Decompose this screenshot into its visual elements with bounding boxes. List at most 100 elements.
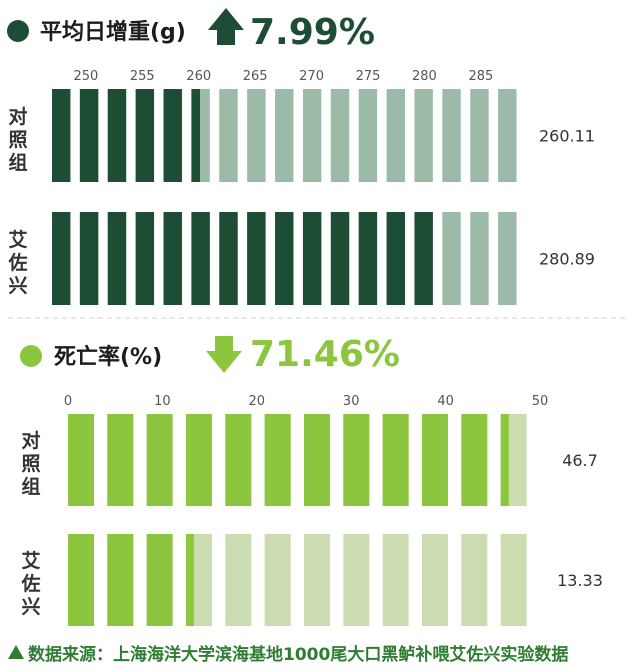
bar-segment-fill [79,89,99,182]
bar-segment-fill [358,212,378,305]
bar-segment-fill [302,212,322,305]
bar-segment-background [304,534,330,626]
bar-segment-fill [461,414,488,506]
mortality-down-arrow-icon [206,336,242,373]
tick-label: 265 [243,69,268,84]
bar-segment-fill [382,414,409,506]
category-label: 艾佐兴 [20,550,40,618]
bar-segment-background [219,89,238,182]
bar-segment-fill [422,414,448,506]
mortality-bullet-icon [20,345,42,367]
tick-label: 50 [532,394,549,409]
bar-segment-fill [68,534,94,626]
tick-label: 0 [64,394,72,409]
mortality-axis-ticks: 0 10 20 30 40 50 [64,394,548,409]
bar-row: 艾佐兴 280.89 [7,212,595,305]
bar-segment-background [302,89,322,182]
bar-segment-fill [304,414,330,506]
value-label: 13.33 [557,571,603,590]
weight-gain-bullet-icon [7,20,29,42]
bar-segment-fill [52,89,71,182]
bar-segment-background [330,89,350,182]
bar-segment-fill [68,414,94,506]
value-label: 260.11 [539,127,595,146]
weight-gain-title: 平均日增重(g) [40,19,186,45]
bar-segment-fill [163,89,182,182]
weight-gain-change-label: 7.99% [250,12,375,53]
warning-triangle-icon [8,645,24,659]
bar-segment-fill [135,212,155,305]
tick-label: 30 [343,394,360,409]
bar-segment-fill [500,414,509,506]
bar-segment-fill [146,534,173,626]
source-footer: 数据来源：上海海洋大学滨海基地1000尾大口黑鲈补喂艾佐兴实验数据 [8,644,568,665]
bar-segment-background [247,89,266,182]
bar-segment-fill [52,212,71,305]
bar-segment-fill [247,212,266,305]
bar-segment-background [422,534,448,626]
mortality-title: 死亡率(%) [54,344,162,370]
bar-segment-background [498,212,517,305]
category-label: 艾佐兴 [7,229,27,297]
bar-segment-fill [330,212,350,305]
bar-segment-fill [107,534,134,626]
bar-segment-fill [79,212,99,305]
mortality-bars: 对照组 46.7 艾佐兴 13.33 [20,414,603,626]
bar-segment-fill [275,212,294,305]
bar-row: 对照组 46.7 [21,414,598,506]
bar-segment-fill [107,212,127,305]
tick-label: 275 [356,69,381,84]
bar-segment-background [225,534,252,626]
bar-segment-fill [219,212,238,305]
bar-segment-fill [163,212,182,305]
tick-label: 270 [299,69,324,84]
bar-segment-fill [146,414,173,506]
bar-row: 对照组 260.11 [8,89,595,182]
bar-segment-background [442,89,461,182]
bar-row: 艾佐兴 13.33 [20,534,603,626]
weight-gain-bars: 对照组 260.11 艾佐兴 280.89 [7,89,595,305]
bar-segment-fill [343,414,370,506]
bar-segment-background [343,534,370,626]
tick-label: 280 [412,69,437,84]
bar-segment-fill [135,89,155,182]
bar-segment-background [275,89,294,182]
weight-gain-axis-ticks: 250 255 260 265 270 275 280 285 [73,69,493,84]
bar-segment-fill [191,212,210,305]
value-label: 46.7 [562,451,598,470]
tick-label: 250 [73,69,98,84]
source-text: 数据来源：上海海洋大学滨海基地1000尾大口黑鲈补喂艾佐兴实验数据 [28,644,568,665]
bar-segment-fill [386,212,405,305]
tick-label: 10 [154,394,171,409]
bar-segment-background [461,534,488,626]
bar-segment-background [386,89,405,182]
bar-segment-fill [186,414,212,506]
bar-segment-background [414,89,433,182]
bar-segment-background [264,534,291,626]
bar-segment-fill [264,414,291,506]
value-label: 280.89 [539,250,595,269]
category-label: 对照组 [8,105,27,174]
tick-label: 260 [186,69,211,84]
mortality-section: 死亡率(%) 71.46% 0 10 20 30 40 50 对照组 46.7 艾佐兴 13.3… [20,334,603,626]
weight-gain-up-arrow-icon [208,8,244,45]
tick-label: 285 [468,69,493,84]
bar-segment-background [442,212,461,305]
bar-segment-fill [191,89,200,182]
bar-segment-fill [414,212,433,305]
tick-label: 20 [249,394,266,409]
bar-segment-background [470,89,489,182]
bar-segment-fill [186,534,194,626]
bar-segment-background [382,534,409,626]
bar-segment-background [500,534,527,626]
bar-segment-background [358,89,378,182]
bar-segment-fill [107,414,134,506]
weight-gain-section: 平均日增重(g) 7.99% 250 255 260 265 270 275 280 285 … [7,8,595,305]
bar-segment-background [498,89,517,182]
bar-segment-background [470,212,489,305]
mortality-change-label: 71.46% [250,334,400,375]
bar-segment-fill [107,89,127,182]
tick-label: 40 [437,394,454,409]
bar-segment-fill [225,414,252,506]
